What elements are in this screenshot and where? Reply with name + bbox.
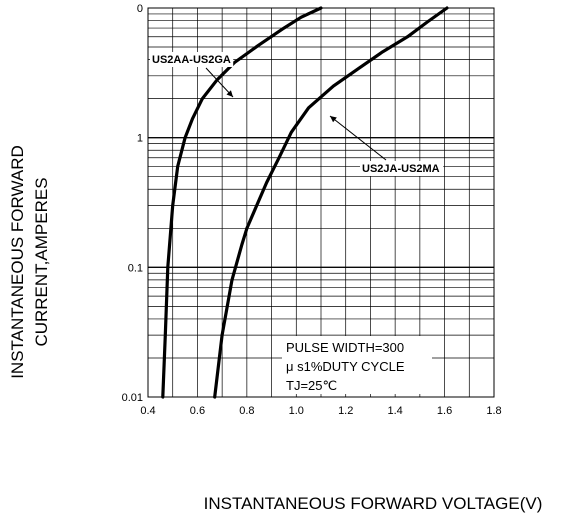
series-arrow-head-2 [330,116,337,123]
x-tick-label: 0.4 [140,405,155,417]
y-tick-label: 0.01 [122,392,143,404]
x-tick-label: 1.4 [387,405,402,417]
y-axis-title-line-2: CURRENT,AMPERES [32,177,51,346]
y-axis-title-line-1: INSTANTANEOUS FORWARD [8,145,27,379]
series-label-bg-2 [360,161,444,176]
series-leader-line-2 [329,115,387,161]
series-labels: US2AA-US2GA US2JA-US2MA [150,52,444,176]
annotation-box [282,336,432,394]
x-tick-label: 1.6 [437,405,452,417]
x-tick-label: 1.0 [289,405,304,417]
x-tick-label: 0.6 [190,405,205,417]
x-tick-label: 1.2 [338,405,353,417]
series-line-2 [213,6,449,399]
y-tick-label: 1 [137,133,143,145]
annotation-pulse-width: PULSE WIDTH=300 [286,340,404,355]
series-label-bg-1 [150,52,234,67]
annotation-duty-cycle: μ s1%DUTY CYCLE [286,359,405,374]
series-leader-line-1 [205,67,234,98]
x-tick-label: 1.8 [486,405,501,417]
x-axis-title: INSTANTANEOUS FORWARD VOLTAGE(V) [204,494,543,513]
y-tick-labels: 0.01 0.1 1 0 [122,3,143,404]
series-curves [161,6,449,399]
y-tick-label: 0.1 [128,262,143,274]
x-tick-label: 0.8 [239,405,254,417]
series-line-1 [161,6,323,399]
series-arrow-head-1 [226,90,233,97]
series-label-1: US2AA-US2GA [152,54,231,66]
x-tick-labels: 0.4 0.6 0.8 1.0 1.2 1.4 1.6 1.8 [140,405,501,417]
y-tick-label: 0 [137,3,143,15]
annotation-junction-temp: TJ=25℃ [286,378,337,393]
series-label-2: US2JA-US2MA [362,163,440,175]
